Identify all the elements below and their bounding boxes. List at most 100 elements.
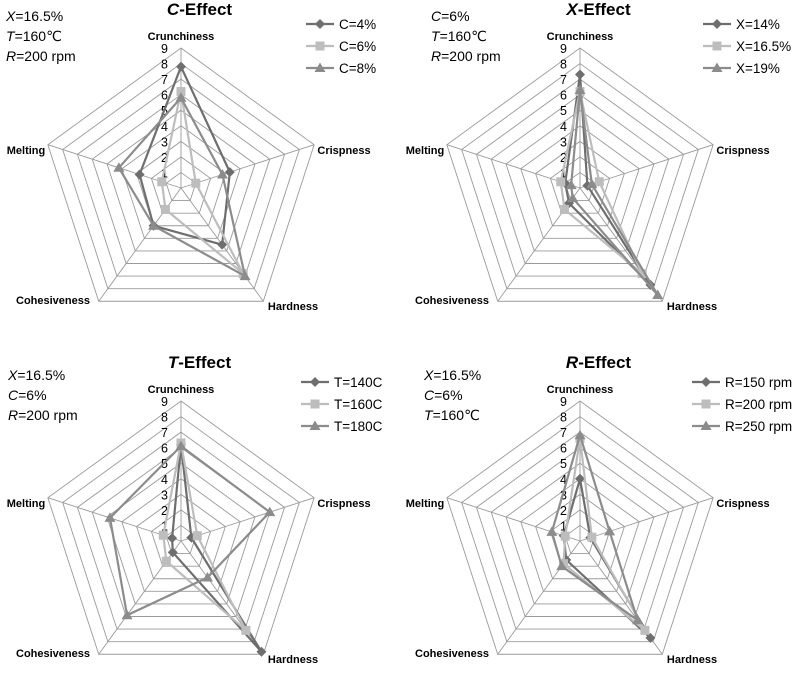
legend: X=14% X=16.5% X=19% (702, 13, 791, 79)
tick-label: 3 (161, 135, 168, 149)
conditions-text: X=16.5% C=6% T=160℃ (424, 367, 482, 423)
grid-ring (446, 47, 714, 302)
diamond-marker-icon (306, 19, 334, 29)
legend: C=4% C=6% C=8% (305, 13, 376, 79)
data-point (574, 429, 586, 440)
triangle-marker-icon (703, 62, 731, 72)
axis-label-melting: Melting (7, 498, 46, 510)
legend-marker (310, 399, 320, 409)
tick-label: 8 (161, 411, 168, 425)
grid-ring (505, 109, 655, 252)
data-point (104, 512, 116, 522)
tick-label: 6 (560, 89, 567, 103)
axis-label-crispness: Crispness (716, 498, 769, 510)
data-point (652, 289, 664, 299)
axis-label-crispness: Crispness (317, 498, 370, 510)
legend: T=140C T=160C T=180C (300, 371, 382, 437)
legend-label: C=4% (339, 16, 377, 32)
radar-svg-t-effect: 123456789CrunchinessCrispnessHardnessCoh… (7, 384, 371, 666)
legend-item: T=160C (300, 393, 382, 415)
radar-svg-r-effect: 123456789CrunchinessCrispnessHardnessCoh… (406, 384, 770, 666)
series-triangle (104, 440, 276, 620)
data-point (559, 559, 569, 569)
square-marker-icon (301, 399, 329, 409)
data-point (559, 204, 569, 214)
conditions-text: X=16.5% C=6% R=200 rpm (8, 367, 78, 423)
data-point (546, 526, 558, 536)
tick-label: 3 (161, 488, 168, 502)
tick-label: 8 (560, 411, 567, 425)
legend-item: C=8% (305, 57, 376, 79)
tick-label: 5 (560, 104, 567, 118)
tick-label: 8 (161, 58, 168, 72)
data-point (556, 177, 566, 187)
data-point (175, 92, 187, 102)
data-point (560, 531, 570, 541)
grid-ring (475, 78, 685, 277)
square-marker-icon (306, 41, 334, 51)
series-triangle (113, 92, 251, 281)
data-point (575, 69, 585, 80)
legend-item: R=250 rpm (691, 415, 792, 437)
legend-label: T=140C (334, 374, 383, 390)
tick-label: 4 (161, 473, 168, 487)
series-square (157, 87, 248, 279)
grid-ring (490, 447, 670, 617)
legend-label: R=150 rpm (725, 374, 793, 390)
conditions-text: X=16.5% T=160℃ R=200 rpm (6, 8, 76, 64)
legend-label: C=8% (339, 60, 377, 76)
chart-title: T-Effect (167, 353, 232, 372)
legend-marker (700, 420, 712, 430)
grid-ring (62, 62, 300, 290)
grid-ring (150, 509, 212, 567)
triangle-marker-icon (301, 420, 329, 430)
legend-label: T=160C (334, 396, 383, 412)
data-point (161, 556, 171, 566)
series-diamond (134, 61, 235, 250)
axis-label-melting: Melting (7, 145, 46, 157)
conditions-text: C=6% T=160℃ R=200 rpm (431, 8, 501, 64)
legend-item: T=180C (300, 415, 382, 437)
series-diamond (560, 69, 656, 290)
tick-label: 9 (560, 395, 567, 409)
tick-label: 3 (560, 135, 567, 149)
series-line (564, 73, 652, 287)
legend-item: R=150 rpm (691, 371, 792, 393)
triangle-marker-icon (306, 62, 334, 72)
data-point (148, 220, 160, 230)
data-point (575, 473, 585, 484)
series-triangle (546, 429, 644, 625)
data-point (167, 533, 178, 544)
legend-label: X=19% (736, 60, 780, 76)
legend-label: R=250 rpm (725, 418, 793, 434)
legend: R=150 rpm R=200 rpm R=250 rpm (691, 371, 792, 437)
series-diamond (167, 439, 267, 657)
tick-label: 2 (161, 504, 168, 518)
tick-label: 9 (161, 395, 168, 409)
data-point (565, 179, 577, 190)
legend-marker (314, 62, 326, 72)
grid-ring (520, 478, 640, 592)
tick-label: 2 (560, 504, 567, 518)
panel-x-effect: 1 2 3 4 5 6 7 8 9 Crunchiness Crispness Hardness Coh… (399, 0, 798, 335)
data-point (176, 87, 186, 97)
data-point (121, 609, 133, 620)
grid-ring (136, 493, 226, 580)
legend-marker (711, 62, 723, 72)
legend-item: X=19% (702, 57, 791, 79)
diamond-marker-icon (301, 377, 329, 387)
grid-ring (121, 125, 241, 239)
triangle-marker-icon (692, 420, 720, 430)
grid-spoke (180, 144, 315, 189)
tick-label: 8 (560, 58, 567, 72)
series-line (160, 90, 245, 275)
tick-label: 6 (560, 442, 567, 456)
axis-label-crunchiness: Crunchiness (547, 31, 614, 43)
chart-title: C-Effect (166, 0, 233, 19)
legend-item: T=140C (300, 371, 382, 393)
tick-label: 6 (161, 442, 168, 456)
data-point (556, 560, 568, 571)
legend-item: C=6% (305, 35, 376, 57)
data-point (637, 269, 647, 279)
data-point (587, 532, 597, 542)
